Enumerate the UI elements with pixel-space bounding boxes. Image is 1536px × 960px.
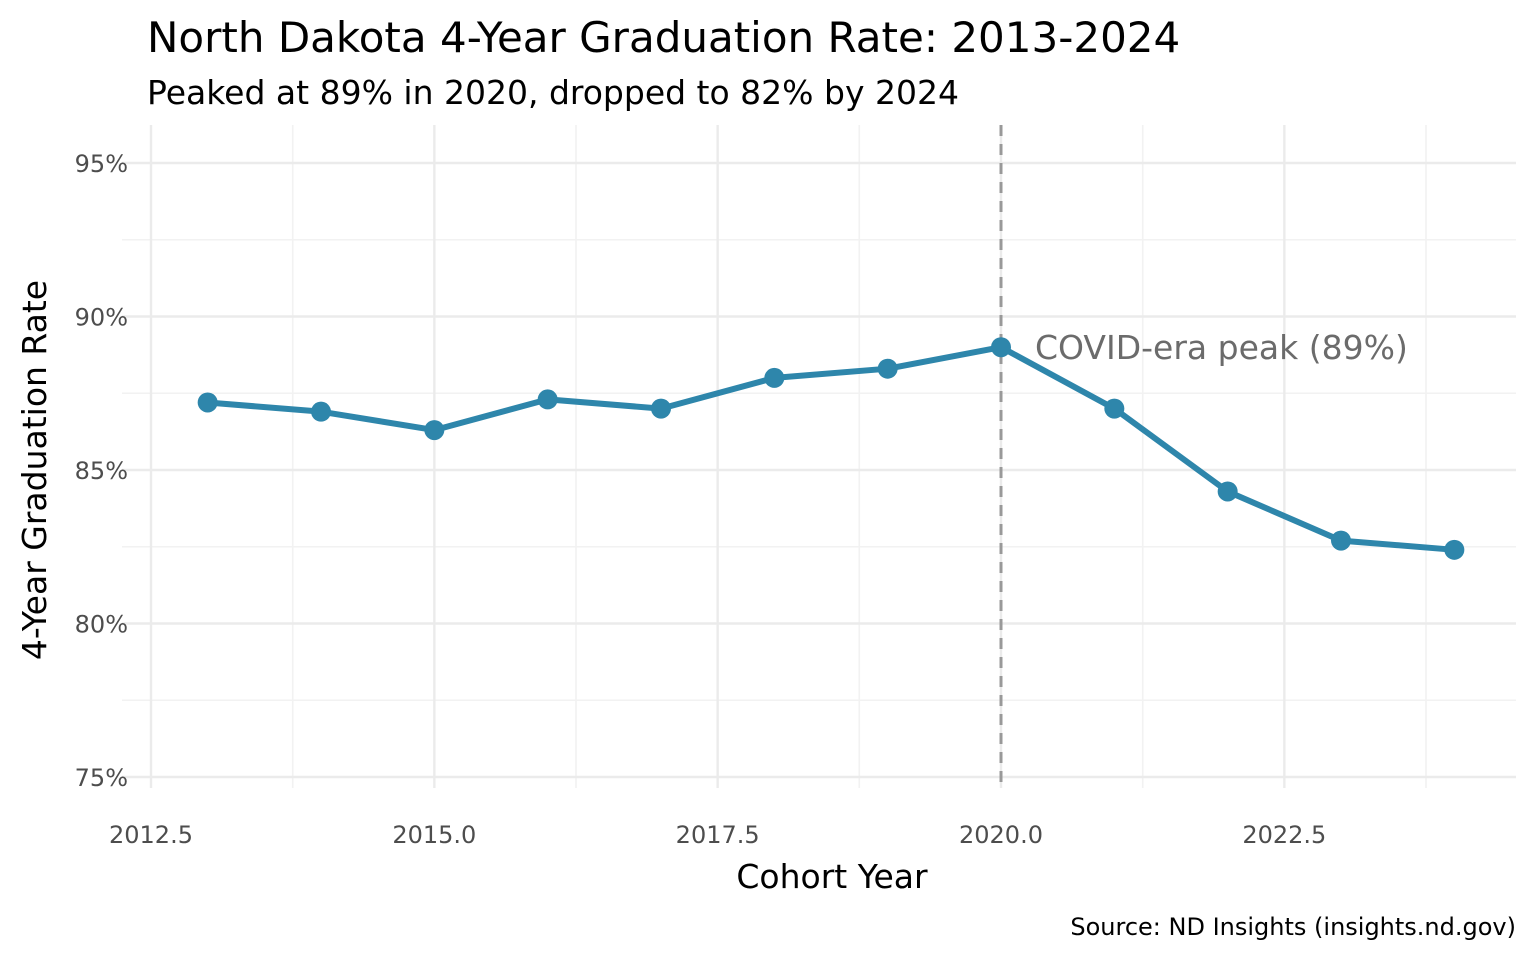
x-axis-title: Cohort Year (736, 857, 928, 896)
x-tick-label: 2015.0 (392, 821, 476, 849)
data-point (1444, 539, 1465, 560)
x-tick-label: 2012.5 (109, 821, 193, 849)
series-layer (197, 337, 1465, 560)
data-point (991, 337, 1011, 358)
y-tick-label: 90% (75, 304, 128, 332)
data-point (197, 392, 218, 413)
y-axis-title: 4-Year Graduation Rate (15, 280, 54, 660)
series-line (204, 344, 1458, 553)
data-point (537, 389, 558, 410)
y-tick-label: 95% (75, 150, 128, 178)
y-axis-ticks: 75% 80% 85% 90% 95% (75, 150, 128, 792)
data-point (311, 401, 331, 422)
data-point (651, 398, 671, 419)
chart-title: North Dakota 4-Year Graduation Rate: 201… (147, 13, 1180, 62)
annotation-covid-peak: COVID-era peak (89%) (1035, 328, 1408, 367)
data-point (764, 367, 785, 388)
data-point (424, 420, 445, 441)
data-point (877, 358, 898, 379)
x-tick-label: 2022.5 (1242, 821, 1326, 849)
x-tick-label: 2020.0 (959, 821, 1043, 849)
chart-subtitle: Peaked at 89% in 2020, dropped to 82% by… (147, 73, 959, 112)
source-caption: Source: ND Insights (insights.nd.gov) (1070, 913, 1516, 941)
y-tick-label: 75% (75, 764, 128, 792)
grid (122, 125, 1516, 788)
y-tick-label: 80% (75, 611, 128, 639)
y-tick-label: 85% (75, 457, 128, 485)
data-point (1331, 530, 1351, 551)
annotation-layer: COVID-era peak (89%) (1035, 328, 1408, 367)
x-tick-label: 2017.5 (676, 821, 760, 849)
data-point (1104, 398, 1125, 419)
x-axis-ticks: 2012.5 2015.0 2017.5 2020.0 2022.5 (109, 821, 1326, 849)
data-point (1217, 481, 1238, 502)
